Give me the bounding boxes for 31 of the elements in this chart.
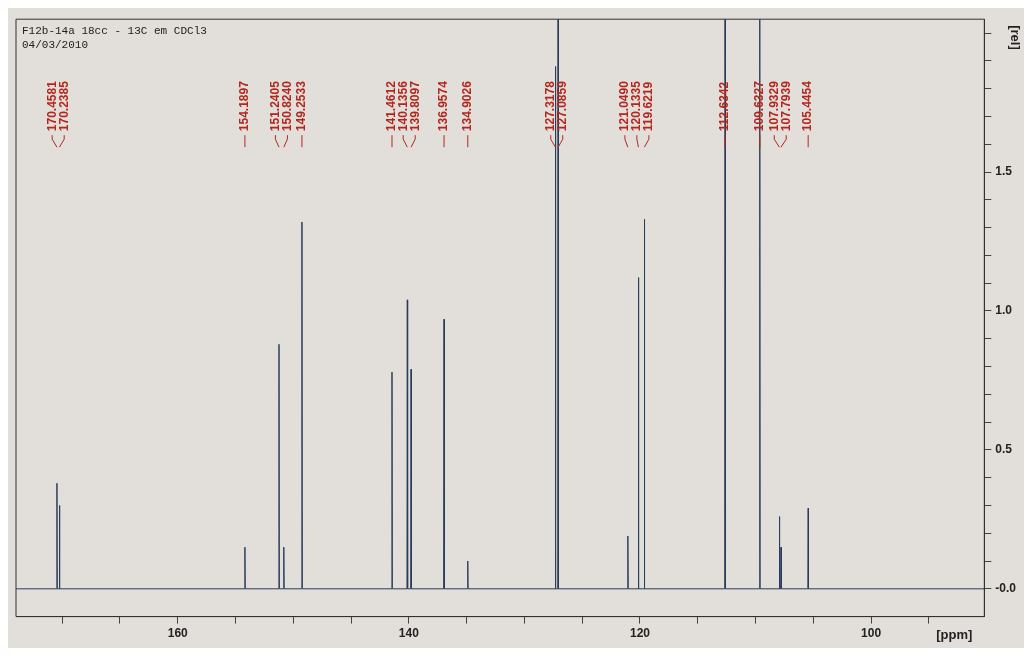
annotation: 149.2533 bbox=[294, 80, 309, 132]
annotation: 170.2385 bbox=[56, 80, 71, 132]
annotation: 120.1335 bbox=[629, 80, 644, 132]
annotation: 150.8240 bbox=[279, 80, 294, 132]
annotation: 119.6219 bbox=[641, 81, 656, 132]
y-tick-label: -0.0 bbox=[995, 581, 1017, 596]
x-axis-title: [ppm] bbox=[936, 626, 973, 642]
x-tick-label: 100 bbox=[861, 626, 882, 641]
y-tick-label: 0.5 bbox=[995, 442, 1013, 457]
annotation: 107.9329 bbox=[766, 80, 781, 132]
annotation: 127.3178 bbox=[543, 80, 558, 132]
annotation: 127.0859 bbox=[555, 80, 570, 132]
annotation: 136.9574 bbox=[436, 80, 451, 132]
y-tick-label: 1.0 bbox=[995, 303, 1013, 318]
annotation: 121.0490 bbox=[617, 80, 632, 132]
annotation: 139.8097 bbox=[407, 80, 422, 132]
annotation: 151.2405 bbox=[267, 80, 282, 132]
x-tick-label: 120 bbox=[629, 626, 651, 641]
annotation: 112.6342 bbox=[717, 81, 732, 132]
annotation: 170.4581 bbox=[44, 80, 59, 132]
annotation: 107.7939 bbox=[778, 80, 793, 132]
y-axis-title: [rel] bbox=[1008, 25, 1024, 50]
x-tick-label: 140 bbox=[398, 626, 420, 641]
annotation: 109.6327 bbox=[752, 80, 767, 132]
chart-title: F12b-14a 18cc - 13C em CDCl3 bbox=[22, 24, 207, 37]
y-tick-label: 1.5 bbox=[995, 164, 1013, 179]
annotation: 134.9026 bbox=[460, 80, 475, 132]
x-tick-label: 160 bbox=[167, 626, 189, 641]
annotation: 105.4454 bbox=[800, 80, 815, 132]
text: 04/03/2010 bbox=[22, 38, 89, 51]
annotation: 154.1897 bbox=[237, 80, 252, 132]
